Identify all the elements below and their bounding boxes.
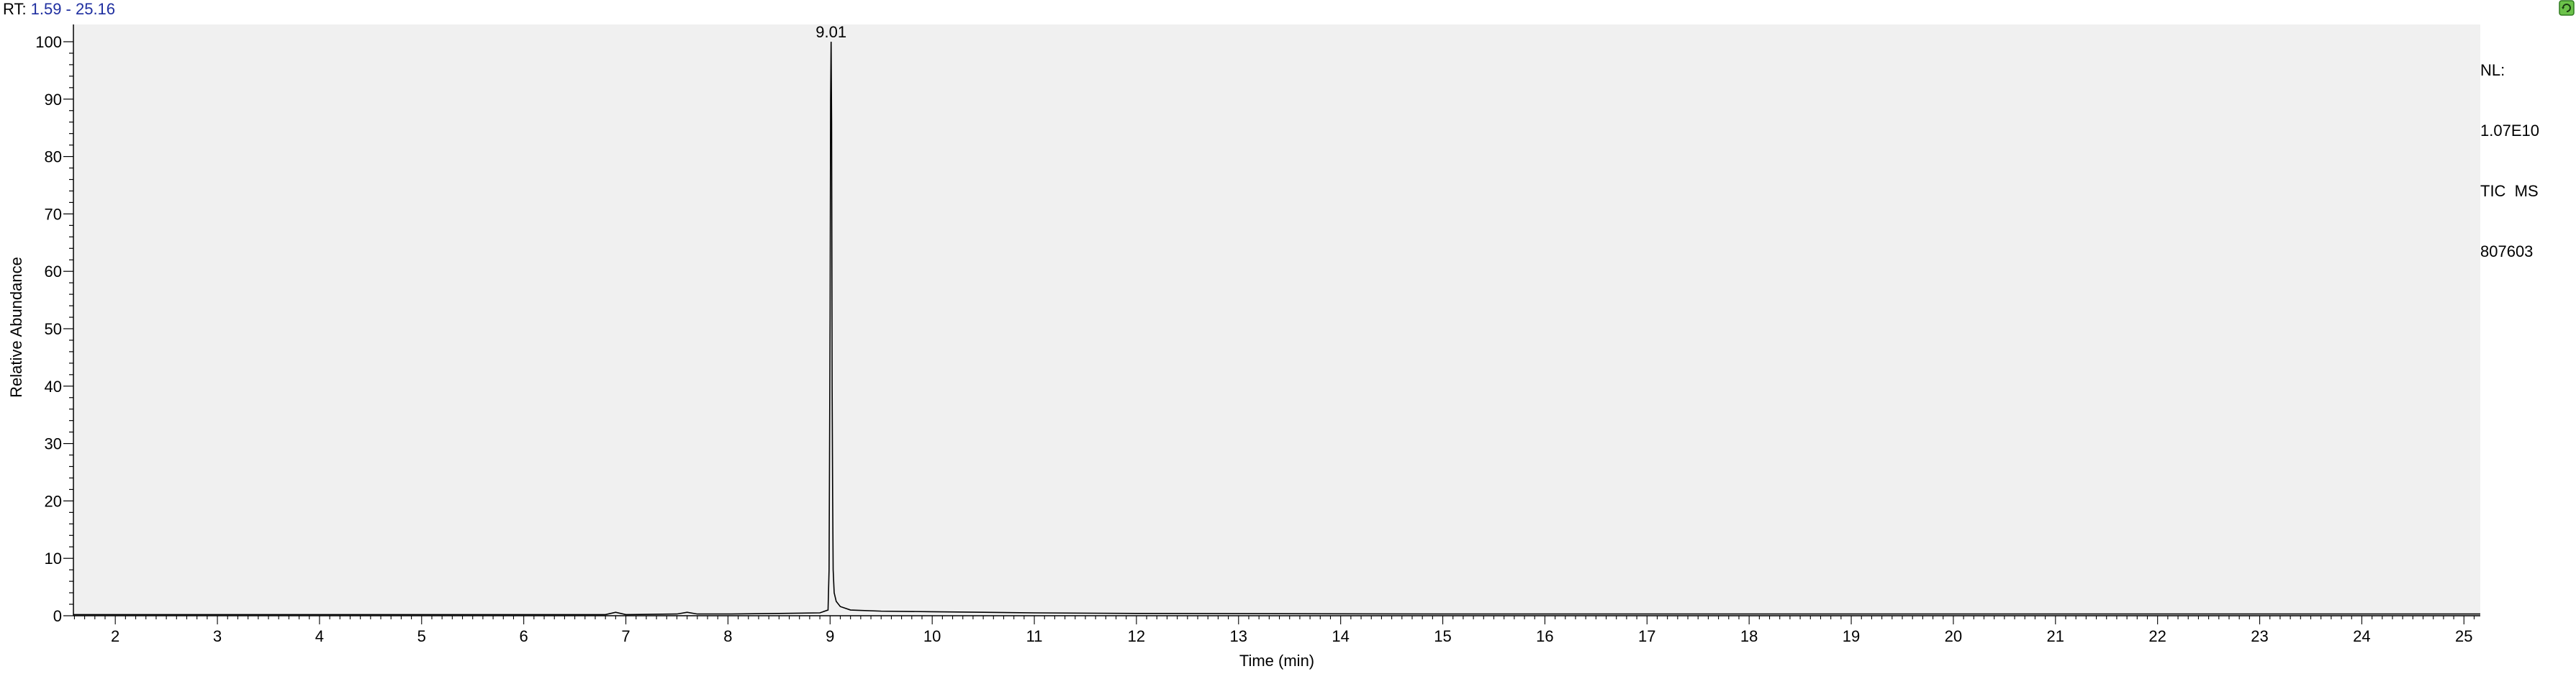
info-panel: NL: 1.07E10 TIC MS 807603 <box>2480 20 2539 282</box>
chromatogram-trace[interactable] <box>73 41 2480 616</box>
x-tick-label: 12 <box>1128 627 1145 645</box>
x-tick-label: 6 <box>520 627 528 645</box>
y-axis: 0 10 20 30 40 50 60 70 80 90 100 <box>35 24 74 625</box>
x-axis: 2 3 4 5 6 7 8 9 10 11 12 13 14 15 16 17 18 19 20 21 22 23 24 25 <box>73 615 2480 645</box>
scan-filter: TIC MS <box>2480 182 2539 200</box>
x-tick-label: 14 <box>1332 627 1349 645</box>
x-tick-label: 19 <box>1843 627 1860 645</box>
y-tick-label: 10 <box>45 550 62 568</box>
trace-layer <box>73 41 2480 616</box>
y-tick-label: 30 <box>45 435 62 453</box>
peak-label: 9.01 <box>815 23 846 41</box>
file-id: 807603 <box>2480 242 2534 260</box>
y-axis-title: Relative Abundance <box>7 257 25 398</box>
x-tick-label: 5 <box>417 627 426 645</box>
rt-range-label: RT: <box>3 0 27 18</box>
rt-range-value[interactable]: 1.59 - 25.16 <box>30 0 116 18</box>
y-tick-label: 40 <box>45 378 62 396</box>
x-tick-label: 21 <box>2047 627 2064 645</box>
y-tick-label: 80 <box>45 148 62 166</box>
x-tick-label: 15 <box>1434 627 1451 645</box>
x-tick-label: 7 <box>621 627 630 645</box>
x-tick-label: 9 <box>826 627 834 645</box>
x-tick-label: 8 <box>723 627 732 645</box>
annotation-layer: 9.01 <box>815 23 846 41</box>
y-tick-label: 50 <box>45 320 62 338</box>
x-tick-label: 25 <box>2455 627 2472 645</box>
y-tick-label: 0 <box>53 607 62 625</box>
x-tick-label: 3 <box>213 627 222 645</box>
x-tick-label: 2 <box>111 627 119 645</box>
y-tick-label: 70 <box>45 205 62 223</box>
rt-range: RT: 1.59 - 25.16 <box>3 0 115 19</box>
x-tick-label: 24 <box>2353 627 2370 645</box>
nl-label: NL: <box>2480 61 2505 79</box>
x-tick-label: 11 <box>1026 627 1043 645</box>
plot-area[interactable] <box>73 24 2480 616</box>
x-tick-label: 17 <box>1638 627 1655 645</box>
x-tick-label: 4 <box>315 627 324 645</box>
x-tick-label: 23 <box>2251 627 2268 645</box>
x-tick-label: 20 <box>1945 627 1962 645</box>
y-tick-label: 60 <box>45 263 62 281</box>
x-tick-label: 10 <box>923 627 941 645</box>
y-tick-label: 20 <box>45 492 62 510</box>
y-tick-label: 100 <box>35 33 62 51</box>
x-tick-label: 16 <box>1536 627 1553 645</box>
x-tick-label: 18 <box>1740 627 1758 645</box>
x-tick-label: 22 <box>2148 627 2166 645</box>
x-axis-title: Time (min) <box>1239 652 1314 670</box>
y-tick-label: 90 <box>45 91 62 109</box>
x-tick-label: 13 <box>1230 627 1247 645</box>
refresh-icon[interactable] <box>2559 0 2575 16</box>
nl-value: 1.07E10 <box>2480 122 2539 140</box>
